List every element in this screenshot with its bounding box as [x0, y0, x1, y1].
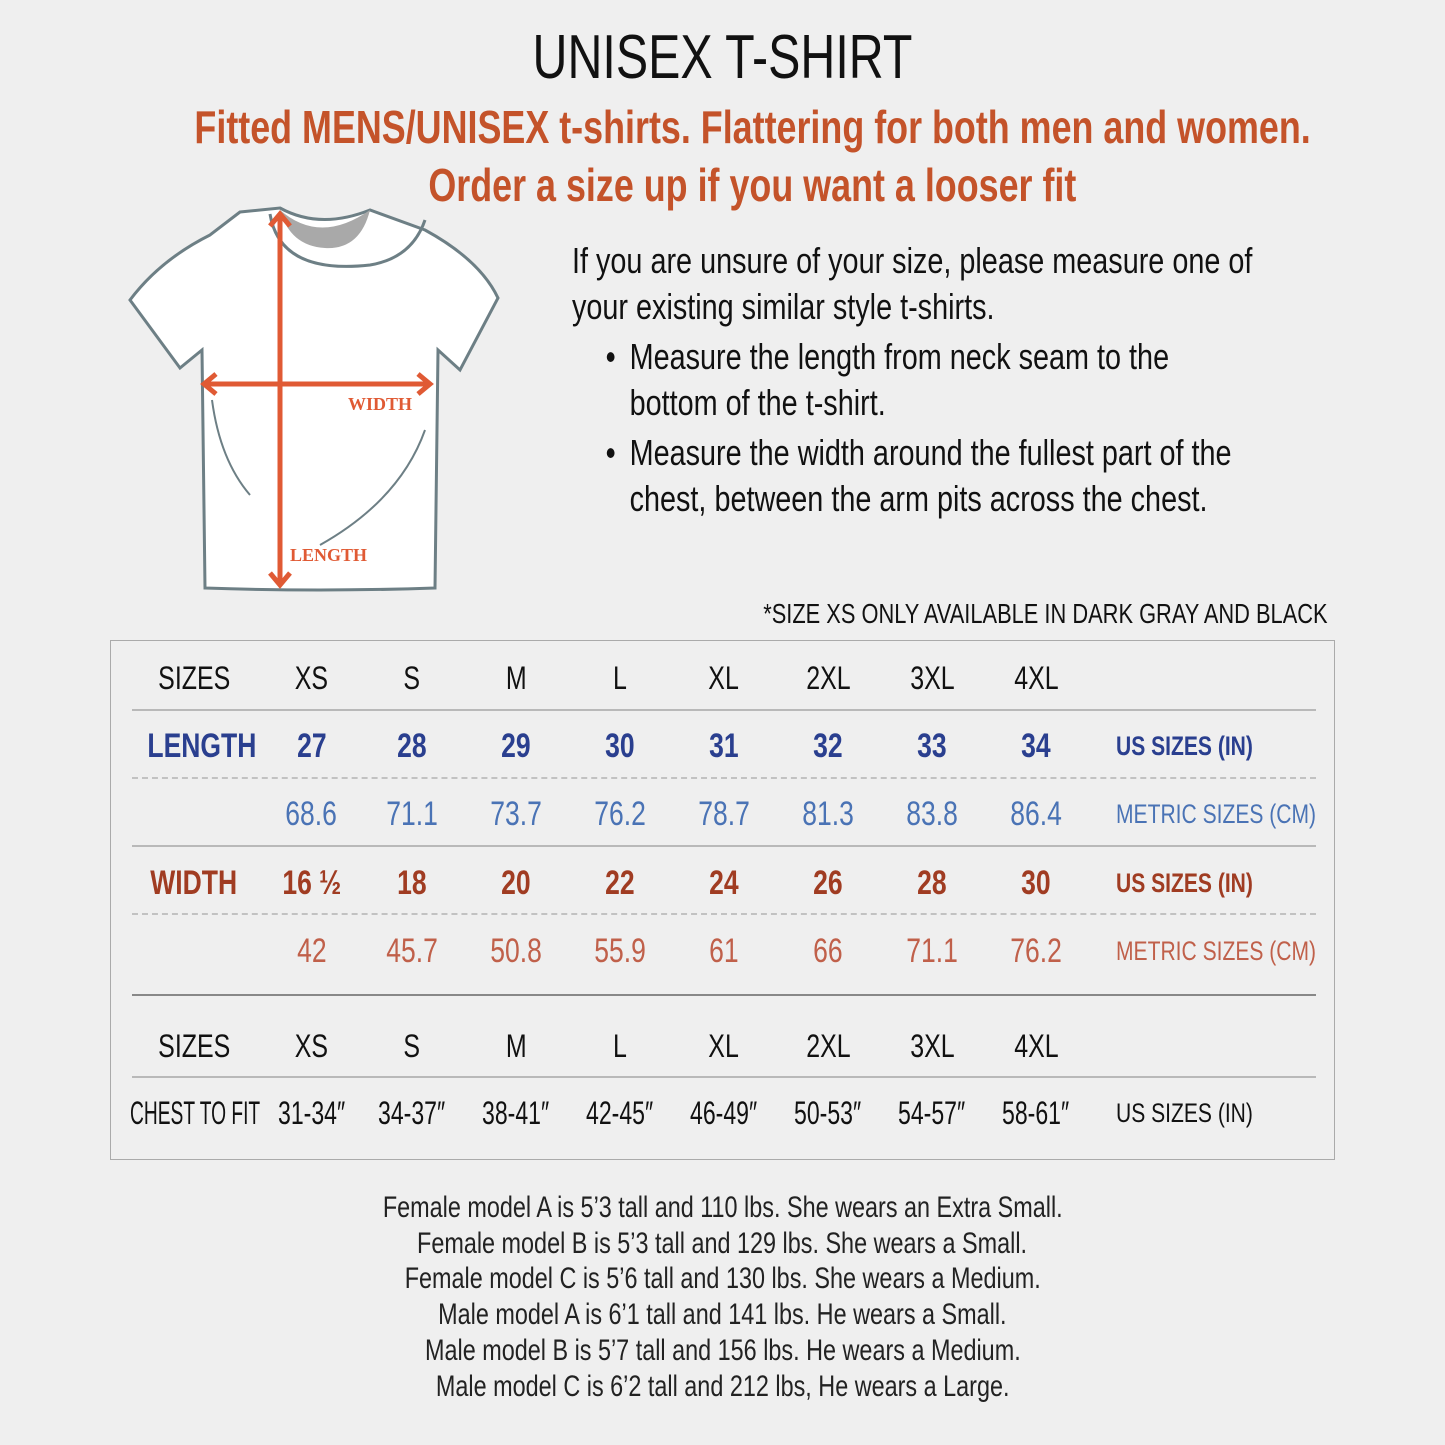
model-line: Male model C is 6’2 tall and 212 lbs, He…: [435, 1369, 1010, 1403]
width-metric-row: 42 45.7 50.8 55.9 61 66 71.1 76.2 METRIC SIZES …: [296, 931, 1317, 970]
size-chart-table: SIZES XS S M L XL 2XL 3XL 4XL LENGTH 27 28 29 30 31…: [110, 640, 1335, 1160]
model-line: Male model A is 6’1 tall and 141 lbs. He…: [438, 1298, 1007, 1332]
width-label: WIDTH: [348, 394, 412, 414]
width-us-row: WIDTH 16 ½ 18 20 22 24 26 28 30 US SIZES (IN): [150, 863, 1253, 902]
divider: [132, 1076, 1316, 1078]
tshirt-body: [128, 206, 500, 592]
instructions-intro: If you are unsure of your size, please m…: [572, 240, 1253, 327]
model-info: Female model A is 5’3 tall and 110 lbs. …: [0, 1190, 1445, 1404]
measuring-instructions: If you are unsure of your size, please m…: [572, 238, 1372, 526]
length-arrow-icon: [268, 210, 292, 589]
sizes-header-row: SIZES XS S M L XL 2XL 3XL 4XL: [157, 659, 1059, 696]
divider: [132, 709, 1316, 711]
model-line: Male model B is 5’7 tall and 156 lbs. He…: [424, 1333, 1021, 1367]
instruction-bullet: Measure the width around the fullest par…: [606, 430, 1246, 522]
sizes-header-row-2: SIZES XS S M L XL 2XL 3XL 4XL: [157, 1027, 1059, 1064]
divider: [132, 994, 1316, 996]
model-line: Female model B is 5’3 tall and 129 lbs. …: [417, 1226, 1028, 1260]
subtitle: Fitted MENS/UNISEX t-shirts. Flattering …: [194, 101, 1311, 153]
model-line: Female model A is 5’3 tall and 110 lbs. …: [382, 1191, 1063, 1224]
divider-dashed: [132, 913, 1316, 915]
length-label: LENGTH: [290, 545, 367, 565]
width-arrow-icon: [200, 372, 434, 396]
length-us-row: LENGTH 27 28 29 30 31 32 33 34 US SIZES (IN): [147, 726, 1253, 765]
availability-note: *SIZE XS ONLY AVAILABLE IN DARK GRAY AND…: [763, 598, 1328, 629]
length-metric-row: 68.6 71.1 73.7 76.2 78.7 81.3 83.8 86.4 METRIC …: [285, 794, 1317, 833]
model-line: Female model C is 5’6 tall and 130 lbs. …: [404, 1262, 1041, 1296]
instruction-bullet: Measure the length from neck seam to the…: [606, 334, 1246, 426]
tshirt-collar: [280, 210, 370, 249]
divider-dashed: [132, 777, 1316, 779]
subtitle-2: Order a size up if you want a looser fit: [428, 159, 1077, 211]
chest-row: CHEST TO FIT 31-34″ 34-37″ 38-41″ 42-45″ 46-…: [130, 1094, 1253, 1131]
tshirt-diagram: WIDTH LENGTH: [128, 206, 500, 592]
divider: [132, 845, 1316, 847]
page-title: UNISEX T-SHIRT: [532, 23, 913, 92]
